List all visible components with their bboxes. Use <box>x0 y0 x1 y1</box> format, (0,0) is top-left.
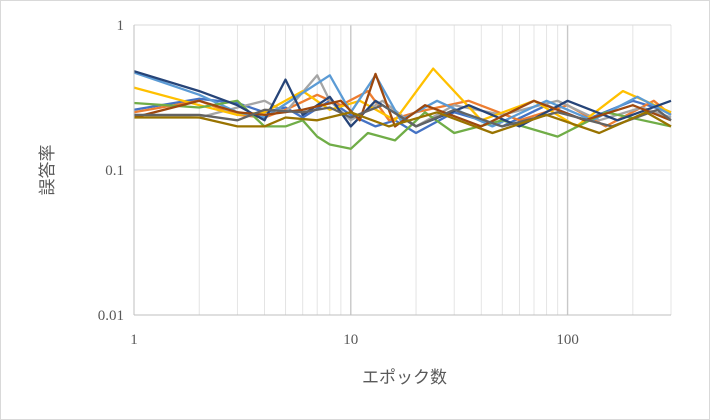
tick-labels: 1 10 100 0.01 0.1 1 <box>98 18 579 348</box>
series-line-10 <box>134 111 672 135</box>
y-tick-label: 0.01 <box>98 308 124 324</box>
y-axis-title: 誤答率 <box>38 145 58 196</box>
y-tick-label: 0.1 <box>105 163 124 179</box>
axes <box>133 25 671 316</box>
x-tick-label: 100 <box>556 332 579 348</box>
x-tick-label: 1 <box>130 332 138 348</box>
series-line-7 <box>133 70 672 128</box>
x-axis-title: エポック数 <box>362 368 447 388</box>
series-line-9 <box>134 104 672 128</box>
series-group <box>133 67 672 150</box>
x-tick-label: 10 <box>343 332 358 348</box>
y-tick-label: 1 <box>117 18 125 34</box>
gridlines <box>134 24 672 315</box>
